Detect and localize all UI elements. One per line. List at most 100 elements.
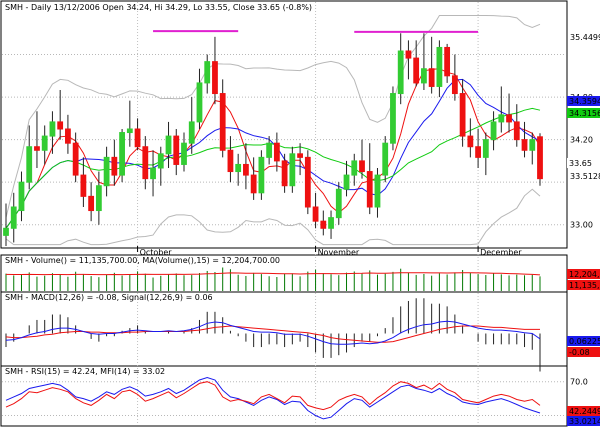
rsi-tick-mfi-bg (567, 416, 600, 426)
candle-up (18, 181, 25, 212)
candle-up (482, 139, 489, 158)
bollinger-lower-line (5, 188, 541, 246)
candle-up (181, 142, 187, 165)
volume-tick-value-bg (567, 280, 600, 290)
ma-mid-line (5, 78, 541, 229)
ma-slow-line (5, 107, 541, 229)
candle-down (173, 135, 180, 165)
price-tick-ma-slow-bg (567, 108, 600, 118)
mfi-line (5, 376, 541, 420)
candle-down (72, 142, 79, 176)
candle-down (65, 128, 71, 144)
moving-average-layer (5, 68, 541, 229)
candle-down (413, 57, 420, 84)
volume-tick-value: 11,135,700 (569, 281, 600, 290)
candle-up (335, 188, 342, 219)
candle-up (343, 174, 350, 190)
rsi-tick-rsi-bg (567, 406, 600, 416)
candle-up (26, 146, 33, 183)
price-header: SMH - Daily 13/12/2006 Open 34.24, Hi 34… (5, 3, 312, 12)
candle-up (41, 135, 48, 151)
candle-up (397, 50, 404, 95)
month-label-october: October (140, 248, 173, 257)
rsi-header: SMH - RSI(15) = 42.24, MFI(14) = 33.02 (5, 367, 165, 376)
candle-down (250, 174, 257, 194)
candle-down (243, 163, 249, 176)
candle-down (142, 146, 149, 180)
candle-up (328, 217, 334, 229)
candle-down (405, 50, 412, 59)
candle-down (111, 156, 118, 176)
price-tick-close: 33.65 (569, 159, 592, 168)
bollinger-upper-line (5, 15, 541, 218)
candle-up (436, 46, 443, 87)
volume-tick-ma-bg (567, 269, 600, 279)
rsi-tick-rsi: 42.2449 (569, 407, 600, 416)
candle-down (320, 220, 327, 229)
price-tick-ma-mid-bg (567, 96, 600, 106)
candle-down (281, 160, 288, 187)
candle-down (521, 139, 528, 151)
candle-down (537, 136, 543, 180)
price-tick-bollinger-lower: 33.5128 (570, 172, 600, 181)
price-tick-33-00: 33.00 (570, 221, 593, 230)
price-tick-close-bg (567, 158, 600, 168)
candle-down (312, 206, 319, 222)
candle-up (490, 121, 497, 141)
candle-up (498, 114, 505, 123)
candle-up (351, 160, 358, 176)
candle-down (459, 93, 466, 137)
volume-ma-line (5, 272, 541, 276)
candle-up (382, 142, 389, 176)
candle-up (157, 153, 164, 169)
price-tick-34-20: 34.20 (570, 136, 593, 145)
price-tick-bollinger-upper: 35.4499 (570, 33, 600, 42)
macd-tick-signal: 0.062251 (569, 337, 600, 346)
candle-up (126, 128, 133, 134)
price-tick-ma-slow: 34.3156 (569, 109, 600, 118)
candle-down (467, 135, 474, 148)
candle-up (258, 156, 265, 194)
macd-header: SMH - MACD(12,26) = -0.08, Signal(12,26,… (5, 293, 213, 302)
candle-down (428, 68, 435, 87)
candle-down (444, 46, 451, 77)
month-label-december: December (480, 248, 522, 257)
macd-tick-signal-bg (567, 336, 600, 346)
candle-down (227, 149, 234, 173)
candle-down (212, 61, 218, 95)
candle-down (297, 153, 303, 158)
candle-up (3, 227, 9, 236)
rsi-tick-mfi: 33.0214 (569, 417, 600, 426)
candle-down (451, 75, 458, 95)
macd-layer (5, 298, 541, 372)
volume-header: SMH - Volume() = 11,135,700.00, MA(Volum… (5, 256, 280, 265)
macd-tick-macd-bg (567, 347, 600, 357)
candle-up (95, 185, 102, 212)
candle-up (266, 142, 273, 158)
tick-layer: OctoberNovemberDecember35.449934.8034.35… (140, 33, 600, 426)
candle-up (235, 163, 242, 173)
rsi-layer (2, 376, 566, 420)
candle-up (421, 68, 427, 84)
candle-up (374, 174, 381, 208)
candle-down (273, 142, 280, 162)
candle-down (304, 156, 311, 208)
bollinger-layer (5, 15, 541, 246)
macd-line (5, 320, 541, 345)
candle-up (10, 206, 17, 229)
candle-up (150, 167, 156, 180)
volume-layer (5, 267, 541, 291)
candle-up (165, 135, 172, 155)
ma-fast-line (5, 68, 541, 229)
candle-down (80, 174, 87, 197)
candle-down (506, 114, 512, 123)
macd-tick-macd: -0.08 (569, 348, 590, 357)
candle-up (390, 93, 396, 144)
price-panel (0, 0, 568, 249)
candle-up (49, 121, 56, 137)
macd-signal-line (5, 325, 540, 343)
candle-down (475, 146, 481, 158)
candle-up (289, 153, 296, 187)
candle-up (103, 156, 110, 187)
